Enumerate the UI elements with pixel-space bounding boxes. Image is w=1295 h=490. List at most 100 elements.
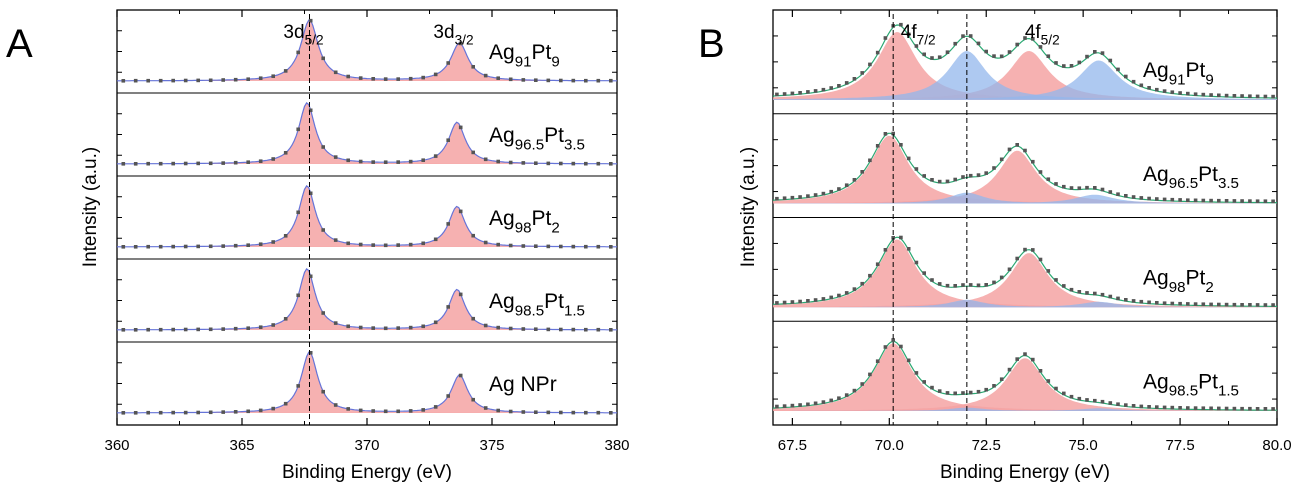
fit-envelope (117, 19, 617, 82)
peak-label: 4f5/2 (1025, 22, 1060, 48)
data-point (584, 244, 588, 249)
data-point (1124, 403, 1128, 407)
data-point (798, 91, 802, 95)
data-point (953, 41, 957, 46)
data-point (246, 77, 250, 81)
data-point (821, 400, 826, 404)
data-point (1015, 143, 1019, 147)
data-point (121, 162, 126, 166)
data-point (1240, 406, 1244, 411)
data-point (1100, 187, 1105, 192)
data-point (133, 411, 138, 415)
data-point (308, 191, 313, 196)
data-point (358, 325, 363, 330)
data-point (271, 240, 275, 244)
data-point (891, 338, 895, 342)
data-point (1085, 398, 1089, 402)
data-point (433, 237, 438, 242)
data-point (1193, 302, 1198, 306)
data-point (806, 402, 810, 407)
fit-envelope (117, 185, 617, 248)
data-point (1077, 396, 1082, 401)
data-point (1271, 303, 1275, 307)
data-point (821, 191, 826, 196)
data-point (346, 324, 350, 329)
data-point (1201, 302, 1206, 306)
data-point (782, 300, 787, 305)
sample-label: Ag98Pt2 (1143, 267, 1214, 296)
panel-b-plot: 67.5 70.0 72.5 75.0 77.5 80.0 Ag91Pt9 Ag96.5Pt3… (772, 9, 1292, 454)
data-point (1131, 79, 1136, 84)
data-point (258, 76, 263, 80)
data-point (1085, 291, 1089, 295)
data-point (321, 311, 325, 315)
data-point (868, 158, 872, 163)
data-point (1054, 386, 1058, 391)
data-point (844, 183, 849, 187)
data-point (584, 410, 588, 415)
data-point (508, 409, 513, 414)
data-point (1124, 74, 1128, 79)
data-point (1209, 93, 1213, 97)
data-point (775, 404, 779, 409)
data-point (458, 373, 463, 378)
data-point (496, 408, 500, 413)
data-point (208, 161, 213, 166)
data-point (976, 389, 981, 394)
data-point (396, 77, 400, 81)
data-point (171, 161, 175, 166)
data-point (133, 162, 138, 166)
data-point (1162, 89, 1167, 93)
data-point (546, 78, 551, 83)
data-point (1108, 401, 1113, 405)
data-point (258, 159, 263, 163)
data-point (246, 326, 250, 330)
data-point (321, 228, 325, 232)
data-point (1232, 302, 1237, 307)
data-point (146, 410, 150, 415)
pt-peak-area (773, 239, 1277, 308)
data-point (922, 174, 926, 178)
pt-peak-area (773, 150, 1277, 204)
data-point (584, 161, 588, 166)
data-point (308, 351, 313, 355)
data-point (1217, 302, 1221, 307)
data-point (1062, 64, 1066, 68)
data-point (1085, 185, 1089, 190)
data-point (1162, 301, 1167, 305)
data-point (283, 151, 288, 155)
data-point (937, 179, 942, 184)
data-point (609, 162, 613, 166)
data-point (1248, 406, 1252, 411)
data-point (233, 243, 238, 248)
data-point (158, 327, 163, 332)
data-point (471, 65, 475, 69)
x-tick-label: 70.0 (875, 437, 904, 454)
data-point (1209, 198, 1213, 203)
data-point (596, 161, 601, 166)
data-point (333, 155, 338, 159)
spectrum-1 (772, 131, 1277, 204)
data-point (937, 389, 942, 393)
data-point (158, 244, 163, 249)
data-point (496, 159, 500, 164)
data-point (914, 371, 919, 375)
data-point (1116, 402, 1120, 406)
data-point (1155, 301, 1159, 305)
data-point (571, 78, 576, 83)
data-point (221, 161, 225, 165)
data-point (1054, 278, 1058, 282)
data-point (1271, 407, 1275, 411)
data-point (1069, 64, 1074, 68)
data-point (371, 243, 375, 247)
data-point (196, 244, 200, 249)
data-point (899, 235, 903, 240)
data-point (1116, 296, 1120, 301)
data-point (196, 410, 200, 415)
data-point (609, 78, 613, 83)
data-point (146, 161, 150, 166)
data-point (133, 78, 138, 83)
data-point (308, 18, 313, 23)
spectrum-0 (117, 18, 617, 83)
data-point (283, 401, 288, 406)
